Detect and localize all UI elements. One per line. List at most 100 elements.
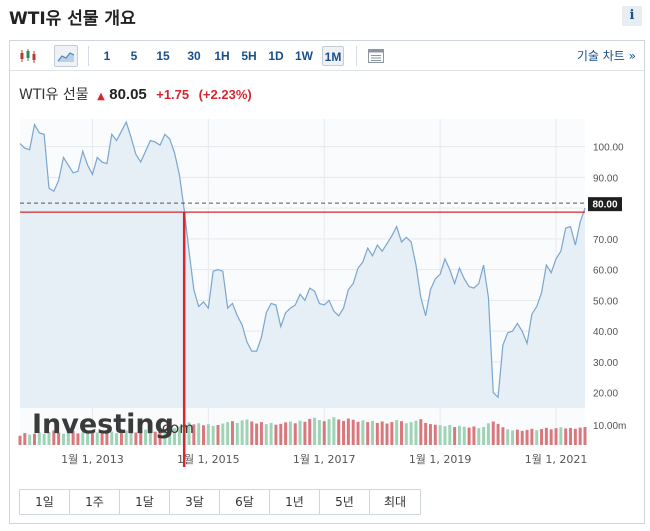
volume-bar — [144, 429, 148, 445]
x-tick-label: 1월 1, 2015 — [177, 453, 240, 466]
volume-bar — [18, 435, 22, 445]
volume-bar — [303, 421, 307, 445]
interval-button[interactable]: 1D — [268, 49, 284, 63]
volume-bar — [173, 428, 177, 445]
volume-bar — [491, 421, 495, 445]
volume-bar — [187, 422, 191, 445]
volume-bar — [457, 425, 461, 445]
volume-bar — [544, 427, 548, 445]
range-button[interactable]: 1년 — [270, 490, 320, 514]
range-button[interactable]: 1일 — [20, 490, 70, 514]
x-tick-label: 1월 1, 2017 — [293, 453, 356, 466]
technical-chart-link[interactable]: 기술 차트 » — [576, 49, 636, 63]
volume-bar — [327, 419, 331, 445]
volume-bar — [472, 426, 476, 445]
volume-bar — [583, 427, 587, 445]
volume-bar — [250, 421, 254, 445]
volume-bar — [71, 431, 75, 445]
volume-bar — [216, 424, 220, 445]
page-title: WTI유 선물 개요 — [9, 9, 136, 29]
interval-button[interactable]: 1M — [322, 46, 344, 66]
volume-bar — [501, 427, 505, 445]
range-button[interactable]: 1달 — [120, 490, 170, 514]
volume-bar — [419, 419, 423, 445]
volume-bar — [351, 419, 355, 445]
info-icon[interactable]: i — [622, 6, 642, 26]
volume-bar — [385, 423, 389, 445]
volume-bar — [240, 420, 244, 445]
volume-bar — [414, 420, 418, 445]
toolbar-divider — [88, 46, 89, 66]
volume-bar — [86, 430, 90, 445]
volume-bar — [530, 428, 534, 445]
y-tick-label: 50.00 — [593, 296, 618, 307]
volume-bar — [448, 424, 452, 445]
volume-bar — [332, 417, 336, 445]
volume-bar — [81, 432, 85, 445]
volume-bar — [177, 426, 181, 445]
volume-bar — [520, 430, 524, 445]
y-tick-label: 20.00 — [593, 389, 618, 400]
range-button[interactable]: 5년 — [320, 490, 370, 514]
interval-button[interactable]: 1W — [295, 49, 313, 63]
table-view-icon[interactable] — [364, 45, 388, 67]
volume-bar — [361, 420, 365, 445]
volume-bar — [453, 427, 457, 445]
volume-bar — [337, 419, 341, 445]
volume-bar — [115, 433, 119, 445]
area-chart-icon[interactable] — [54, 45, 78, 67]
logo-suffix: .com — [157, 419, 194, 437]
volume-bar — [409, 422, 413, 445]
price-area — [20, 122, 585, 409]
interval-button[interactable]: 5H — [241, 49, 257, 63]
investing-logo: Investing .com — [32, 409, 194, 440]
volume-bar — [515, 429, 519, 445]
volume-bar — [428, 424, 432, 445]
volume-bar — [52, 430, 56, 445]
volume-bar — [279, 423, 283, 445]
volume-bar — [168, 429, 172, 445]
x-tick-label: 1월 1, 2019 — [409, 453, 472, 466]
volume-bar — [467, 427, 471, 445]
volume-bar — [424, 422, 428, 445]
interval-button[interactable]: 30 — [187, 49, 201, 63]
range-button[interactable]: 최대 — [370, 490, 420, 514]
volume-bar — [264, 424, 268, 445]
range-button[interactable]: 6달 — [220, 490, 270, 514]
volume-bar — [47, 431, 51, 445]
volume-bar — [28, 434, 32, 445]
price-line — [19, 120, 586, 399]
volume-bar — [390, 422, 394, 445]
volume-bar — [110, 431, 114, 445]
range-button[interactable]: 3달 — [170, 490, 220, 514]
volume-bar — [564, 428, 568, 445]
interval-button[interactable]: 15 — [156, 49, 170, 63]
volume-bar — [57, 432, 61, 445]
volume-bar — [288, 421, 292, 445]
interval-button[interactable]: 1H — [214, 49, 230, 63]
volume-bar — [375, 422, 379, 445]
interval-button[interactable]: 5 — [130, 49, 138, 63]
volume-bar — [202, 425, 205, 445]
volume-bar — [158, 430, 162, 445]
logo-text: Investing — [32, 409, 174, 440]
volume-bar — [37, 432, 41, 445]
volume-bar — [346, 418, 350, 445]
interval-button[interactable]: 1 — [103, 49, 111, 63]
volume-bar — [554, 428, 558, 445]
volume-bar — [477, 428, 481, 445]
candlestick-icon[interactable] — [16, 45, 40, 67]
volume-bar — [235, 422, 239, 445]
volume-bar — [438, 425, 442, 445]
volume-bar — [433, 424, 437, 445]
volume-bar — [124, 430, 128, 445]
y-tick-label: 70.00 — [593, 235, 618, 246]
volume-bar — [308, 418, 312, 445]
volume-bar — [298, 420, 302, 445]
price-chart[interactable]: Investing .com 100.00 90.00 70.00 60.00 50.0… — [10, 111, 644, 485]
quote-summary: WTI유 선물 ▲ 80.05 +1.75 (+2.23%) — [19, 84, 252, 104]
range-button[interactable]: 1주 — [70, 490, 120, 514]
volume-bar — [163, 429, 167, 445]
volume-bar — [42, 433, 46, 445]
volume-bar — [129, 431, 133, 445]
